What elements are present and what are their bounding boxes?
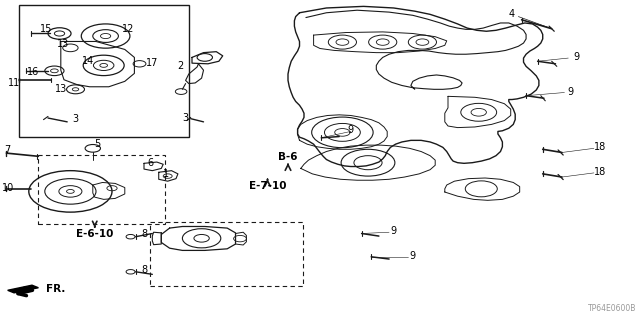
Text: 11: 11	[8, 78, 20, 88]
Text: 17: 17	[146, 58, 159, 68]
Text: E-7-10: E-7-10	[249, 181, 286, 191]
Text: 8: 8	[141, 229, 147, 240]
Text: 6: 6	[147, 158, 154, 168]
Text: 18: 18	[594, 167, 607, 177]
Bar	[19, 5, 189, 137]
Text: 13: 13	[54, 84, 67, 94]
Text: FR.: FR.	[46, 284, 65, 294]
Text: TP64E0600B: TP64E0600B	[588, 304, 637, 313]
Text: 14: 14	[82, 56, 95, 66]
Text: 2: 2	[177, 61, 184, 71]
Text: 15: 15	[40, 24, 52, 34]
Text: 3: 3	[72, 114, 79, 124]
Text: 9: 9	[573, 52, 579, 63]
Text: 18: 18	[594, 142, 607, 152]
Text: E-6-10: E-6-10	[76, 228, 113, 239]
Text: 16: 16	[27, 67, 40, 77]
Text: 10: 10	[1, 182, 14, 193]
Text: 9: 9	[410, 251, 416, 261]
Text: 4: 4	[509, 9, 515, 19]
Text: 9: 9	[390, 226, 397, 236]
Text: 9: 9	[568, 87, 574, 97]
Bar	[38, 155, 165, 224]
Text: 5: 5	[94, 139, 100, 149]
Text: 1: 1	[163, 169, 170, 179]
Text: 13: 13	[56, 39, 69, 49]
Text: 8: 8	[141, 264, 147, 275]
Polygon shape	[8, 285, 38, 293]
Text: 3: 3	[182, 113, 189, 123]
Text: 7: 7	[4, 145, 11, 155]
Bar	[150, 222, 303, 286]
Text: B-6: B-6	[278, 152, 298, 162]
Text: 12: 12	[122, 24, 134, 34]
Text: 9: 9	[348, 125, 354, 135]
